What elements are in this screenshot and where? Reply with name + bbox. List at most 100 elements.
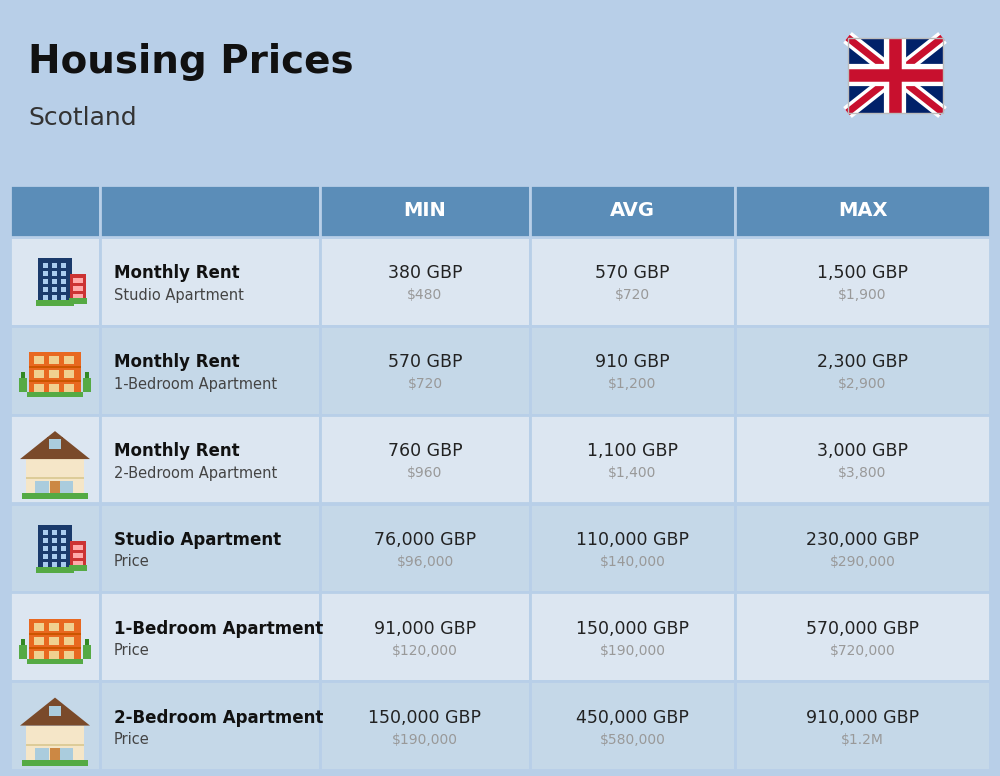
Bar xyxy=(50,747,60,761)
Bar xyxy=(64,623,74,631)
Bar xyxy=(43,287,48,293)
Bar xyxy=(64,637,74,645)
Bar xyxy=(320,592,530,681)
Bar xyxy=(49,651,59,659)
Text: Studio Apartment: Studio Apartment xyxy=(114,288,244,303)
Text: 110,000 GBP: 110,000 GBP xyxy=(576,531,689,549)
Text: $1,200: $1,200 xyxy=(608,377,657,391)
Bar xyxy=(320,185,530,237)
Bar xyxy=(100,326,320,414)
Bar xyxy=(19,378,27,392)
Text: 3,000 GBP: 3,000 GBP xyxy=(817,442,908,460)
Text: 91,000 GBP: 91,000 GBP xyxy=(374,620,476,638)
Bar xyxy=(61,546,66,551)
Bar xyxy=(70,275,86,303)
Text: Studio Apartment: Studio Apartment xyxy=(114,531,281,549)
Bar xyxy=(36,300,74,307)
Text: 910,000 GBP: 910,000 GBP xyxy=(806,708,919,726)
Text: AVG: AVG xyxy=(610,202,655,220)
Bar xyxy=(61,287,66,293)
Bar xyxy=(735,504,990,592)
Bar xyxy=(52,263,57,268)
Bar xyxy=(100,504,320,592)
Text: Monthly Rent: Monthly Rent xyxy=(114,442,240,460)
Bar xyxy=(34,356,44,364)
Bar xyxy=(735,326,990,414)
Bar xyxy=(85,639,89,645)
Text: 570 GBP: 570 GBP xyxy=(388,353,462,371)
Text: Scotland: Scotland xyxy=(28,106,137,130)
Text: Monthly Rent: Monthly Rent xyxy=(114,353,240,371)
Bar xyxy=(61,263,66,268)
Bar xyxy=(100,414,320,504)
Bar xyxy=(29,380,81,383)
Bar xyxy=(320,681,530,770)
Bar xyxy=(49,356,59,364)
Bar xyxy=(64,370,74,378)
Bar xyxy=(530,185,735,237)
Bar xyxy=(59,481,73,493)
Bar xyxy=(64,384,74,392)
Bar xyxy=(530,237,735,326)
Bar xyxy=(49,637,59,645)
Text: 570,000 GBP: 570,000 GBP xyxy=(806,620,919,638)
Bar xyxy=(83,645,91,659)
Bar xyxy=(85,372,89,378)
Bar xyxy=(83,378,91,392)
Bar xyxy=(735,237,990,326)
Text: 1,100 GBP: 1,100 GBP xyxy=(587,442,678,460)
Bar xyxy=(59,747,73,760)
Polygon shape xyxy=(20,698,90,726)
Bar xyxy=(73,294,83,300)
Bar xyxy=(10,237,100,326)
Bar xyxy=(26,477,84,479)
Bar xyxy=(61,538,66,543)
Text: $1.2M: $1.2M xyxy=(841,733,884,747)
Text: 570 GBP: 570 GBP xyxy=(595,265,670,282)
Bar xyxy=(10,504,100,592)
Text: 760 GBP: 760 GBP xyxy=(388,442,462,460)
Bar xyxy=(73,286,83,292)
Bar xyxy=(10,414,100,504)
Bar xyxy=(21,372,25,378)
Bar xyxy=(29,646,81,649)
Bar xyxy=(43,263,48,268)
Bar xyxy=(49,623,59,631)
Bar xyxy=(52,279,57,285)
Bar xyxy=(49,439,61,449)
Bar xyxy=(735,414,990,504)
Text: $120,000: $120,000 xyxy=(392,644,458,658)
Text: $190,000: $190,000 xyxy=(392,733,458,747)
Bar xyxy=(22,760,88,766)
Bar xyxy=(43,554,48,559)
Text: Price: Price xyxy=(114,732,150,747)
Text: MAX: MAX xyxy=(838,202,887,220)
Bar xyxy=(530,414,735,504)
Text: $140,000: $140,000 xyxy=(600,555,665,569)
Bar xyxy=(320,504,530,592)
Bar xyxy=(320,237,530,326)
Bar xyxy=(73,279,83,283)
Bar xyxy=(29,618,81,663)
Text: 230,000 GBP: 230,000 GBP xyxy=(806,531,919,549)
Bar xyxy=(64,356,74,364)
Text: 76,000 GBP: 76,000 GBP xyxy=(374,531,476,549)
Bar xyxy=(530,592,735,681)
Bar xyxy=(10,185,100,237)
Bar xyxy=(10,326,100,414)
Bar xyxy=(70,541,86,569)
Bar xyxy=(43,296,48,300)
Bar xyxy=(52,287,57,293)
Bar xyxy=(27,392,83,397)
Text: $96,000: $96,000 xyxy=(396,555,454,569)
Bar xyxy=(10,681,100,770)
Bar xyxy=(320,326,530,414)
Text: Monthly Rent: Monthly Rent xyxy=(114,265,240,282)
Text: $1,900: $1,900 xyxy=(838,289,887,303)
Text: Price: Price xyxy=(114,554,150,570)
Text: $2,900: $2,900 xyxy=(838,377,887,391)
Bar xyxy=(49,370,59,378)
Bar xyxy=(50,481,60,495)
Bar xyxy=(47,704,63,718)
Bar xyxy=(19,645,27,659)
